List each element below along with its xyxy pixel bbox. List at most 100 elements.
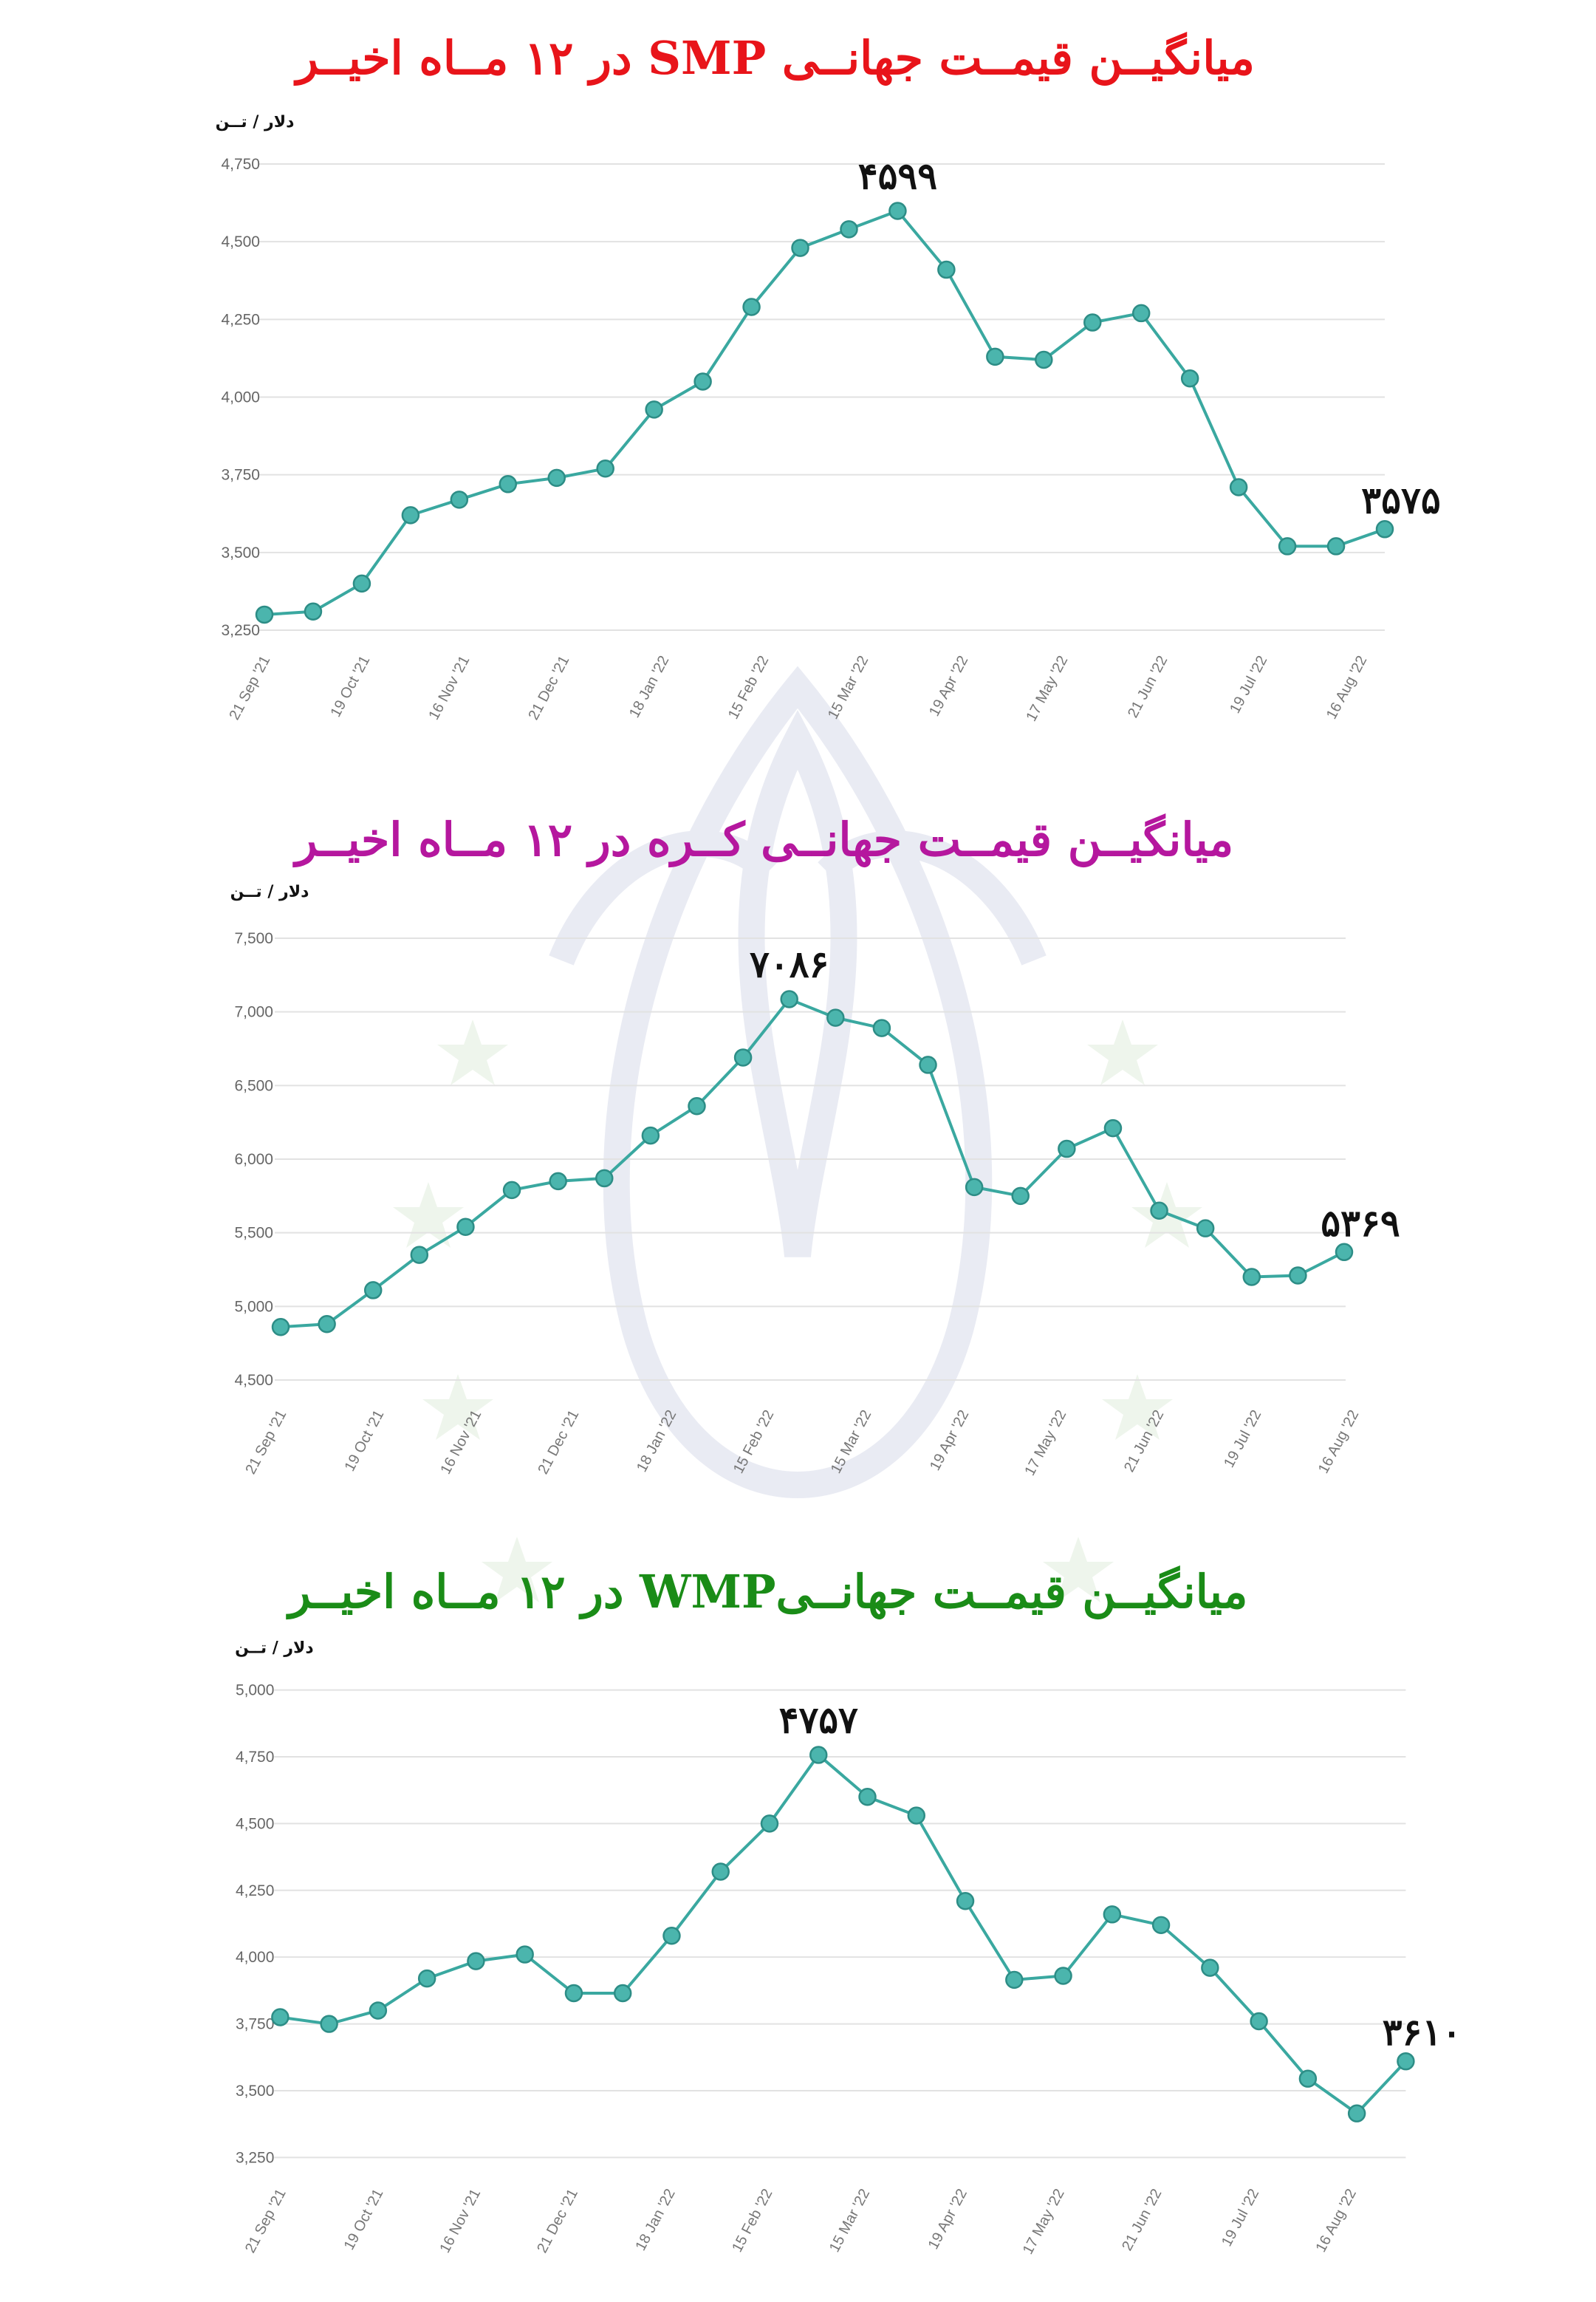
butter-data-point <box>1242 1268 1261 1286</box>
wmp-data-point <box>1151 1916 1171 1935</box>
butter-price-chart: میانگیــن قیمــت جهانــی کــره در ۱۲ مــ… <box>230 813 1400 1478</box>
butter-data-point <box>271 1317 290 1336</box>
butter-x-tick-label: 16 Aug '22 <box>1315 1407 1363 1476</box>
butter-series-line <box>280 997 1345 1329</box>
butter-data-point <box>1289 1266 1307 1285</box>
butter-data-point <box>318 1315 336 1333</box>
smp-data-point <box>255 605 274 624</box>
butter-data-point <box>641 1126 660 1145</box>
smp-data-point <box>450 491 469 509</box>
smp-data-point <box>1326 537 1346 556</box>
wmp-data-label: ۴۷۵۷ <box>779 1698 858 1742</box>
wmp-series-line <box>280 1752 1407 2116</box>
smp-y-tick-label: 3,750 <box>221 467 260 484</box>
wmp-annotations: ۴۷۵۷ ۳۶۱۰ <box>779 1698 1462 2055</box>
smp-data-point <box>1180 369 1199 388</box>
butter-annotations: ۷۰۸۶ ۵۳۶۹ <box>750 943 1400 1245</box>
wmp-x-tick-label: 16 Aug '22 <box>1313 2186 1360 2255</box>
smp-x-tick-label: 19 Oct '21 <box>327 653 373 720</box>
smp-data-label: ۴۵۹۹ <box>858 154 937 198</box>
smp-y-tick-label: 3,500 <box>221 544 260 561</box>
smp-data-point <box>596 460 614 478</box>
smp-y-axis: 3,250 3,500 3,750 4,000 4,250 4,500 4,750 <box>221 156 260 639</box>
butter-y-tick-label: 4,500 <box>234 1372 273 1389</box>
smp-data-point <box>401 506 420 525</box>
smp-y-tick-label: 3,250 <box>221 622 260 639</box>
wmp-data-point <box>369 2001 388 2020</box>
smp-data-label: ۳۵۷۵ <box>1361 478 1440 522</box>
smp-data-point <box>1278 537 1297 556</box>
butter-data-point <box>456 1217 475 1236</box>
butter-y-tick-label: 6,500 <box>234 1077 273 1094</box>
wmp-data-point <box>417 1969 436 1988</box>
butter-y-tick-label: 7,500 <box>234 930 273 947</box>
wmp-x-tick-label: 21 Sep '21 <box>242 2186 290 2255</box>
smp-x-tick-label: 15 Mar '22 <box>825 653 871 722</box>
smp-x-tick-label: 21 Dec '21 <box>525 653 572 723</box>
butter-data-point <box>1011 1186 1030 1206</box>
butter-data-label: ۷۰۸۶ <box>750 943 829 986</box>
wmp-x-tick-label: 17 May '22 <box>1020 2186 1068 2257</box>
smp-x-tick-label: 16 Nov '21 <box>425 653 473 723</box>
smp-grid <box>258 163 1385 631</box>
smp-data-point <box>986 347 1004 366</box>
smp-data-point <box>937 260 956 279</box>
wmp-x-tick-label: 19 Oct '21 <box>341 2186 387 2253</box>
wmp-price-chart: میانگیــن قیمــت جهانــیWMP در ۱۲ مــاه … <box>235 1565 1462 2257</box>
wmp-data-point <box>809 1746 828 1764</box>
butter-data-point <box>1196 1219 1215 1237</box>
butter-data-point <box>826 1008 845 1027</box>
butter-grid <box>275 937 1346 1381</box>
wmp-x-tick-label: 15 Feb '22 <box>729 2186 775 2255</box>
smp-x-tick-label: 21 Sep '21 <box>226 653 273 723</box>
butter-x-tick-label: 17 May '22 <box>1021 1407 1069 1478</box>
butter-data-point <box>1058 1139 1076 1158</box>
wmp-data-point <box>711 1862 730 1881</box>
wmp-data-point <box>907 1806 926 1825</box>
smp-x-tick-label: 18 Jan '22 <box>626 653 672 720</box>
smp-data-point <box>791 239 809 257</box>
butter-data-point <box>595 1169 614 1188</box>
smp-data-point <box>840 220 858 239</box>
butter-x-tick-label: 15 Mar '22 <box>828 1407 874 1476</box>
smp-data-point <box>304 602 323 621</box>
butter-x-tick-label: 21 Jun '22 <box>1121 1407 1167 1475</box>
butter-x-tick-label: 19 Apr '22 <box>927 1407 972 1473</box>
smp-data-point <box>1083 313 1102 332</box>
butter-data-point <box>688 1096 706 1116</box>
butter-x-tick-label: 21 Dec '21 <box>535 1407 582 1477</box>
butter-unit-label: دلار / تــن <box>230 883 309 901</box>
smp-y-tick-label: 4,750 <box>221 156 260 173</box>
butter-data-point <box>733 1048 753 1067</box>
wmp-data-point <box>1005 1970 1024 1990</box>
wmp-y-tick-label: 4,500 <box>236 1815 274 1832</box>
butter-y-tick-label: 5,500 <box>234 1225 273 1242</box>
butter-y-axis: 4,500 5,000 5,500 6,000 6,500 7,000 7,500 <box>234 930 273 1389</box>
wmp-x-tick-label: 19 Apr '22 <box>925 2186 970 2252</box>
butter-x-tick-label: 16 Nov '21 <box>437 1407 484 1477</box>
smp-x-tick-label: 17 May '22 <box>1023 653 1071 724</box>
wmp-y-tick-label: 4,000 <box>236 1949 274 1966</box>
butter-data-point <box>410 1246 429 1264</box>
wmp-series-points <box>271 1746 1415 2122</box>
smp-chart-title: میانگیــن قیمــت جهانــی SMP در ۱۲ مــاه… <box>293 31 1255 86</box>
butter-x-tick-label: 15 Feb '22 <box>730 1407 778 1476</box>
wmp-y-tick-label: 4,750 <box>236 1749 274 1766</box>
butter-chart-title: میانگیــن قیمــت جهانــی کــره در ۱۲ مــ… <box>292 813 1234 868</box>
wmp-y-tick-label: 3,250 <box>236 2149 274 2166</box>
smp-x-tick-label: 19 Apr '22 <box>926 653 971 719</box>
smp-y-tick-label: 4,500 <box>221 233 260 250</box>
wmp-data-point <box>320 2015 338 2033</box>
wmp-grid <box>274 1689 1406 2159</box>
wmp-data-point <box>1054 1967 1072 1985</box>
smp-data-point <box>547 468 566 488</box>
butter-x-tick-label: 18 Jan '22 <box>634 1407 679 1475</box>
smp-y-tick-label: 4,250 <box>221 311 260 328</box>
butter-x-tick-label: 19 Oct '21 <box>341 1407 387 1474</box>
butter-data-point <box>549 1172 567 1191</box>
wmp-y-tick-label: 5,000 <box>236 1682 274 1699</box>
smp-data-point <box>1131 304 1151 323</box>
smp-x-tick-label: 21 Jun '22 <box>1125 653 1171 720</box>
wmp-data-point <box>662 1927 681 1945</box>
